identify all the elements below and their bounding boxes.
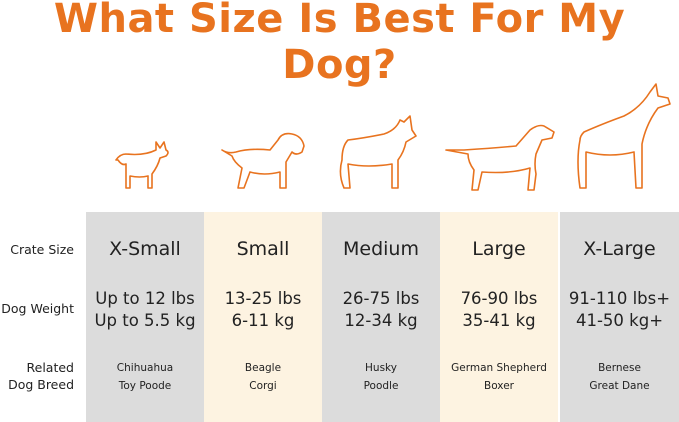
dog-weight: 13-25 lbs 6-11 kg [204,288,322,332]
crate-size: Medium [343,238,419,260]
dog-weight: 76-90 lbs 35-41 kg [440,288,558,332]
label-related: Related [26,360,74,375]
breed: Bernese [598,362,641,374]
shepherd-icon [445,124,555,191]
weight-lbs: 91-110 lbs+ [568,289,671,308]
dog-weight: Up to 12 lbs Up to 5.5 kg [86,288,204,332]
breeds: Husky Poodle [322,359,440,395]
size-column-large: Large 76-90 lbs 35-41 kg German Shepherd B… [440,212,558,422]
label-related-breed: Related Dog Breed [0,359,74,393]
crate-size: Large [472,238,526,260]
breed: Great Dane [589,380,650,392]
crate-size: X-Large [583,238,656,260]
breed: Poodle [363,380,399,392]
breed: Boxer [484,380,514,392]
weight-lbs: 13-25 lbs [224,289,302,308]
breed: Corgi [249,380,277,392]
weight-lbs: 26-75 lbs [342,289,420,308]
weight-kg: 6-11 kg [231,311,295,330]
weight-kg: 12-34 kg [344,311,418,330]
weight-lbs: 76-90 lbs [460,289,538,308]
breed: Beagle [244,362,282,374]
weight-kg: 41-50 kg+ [575,311,664,330]
dog-weight: 26-75 lbs 12-34 kg [322,288,440,332]
page-title: What Size Is Best For My Dog? [53,0,626,88]
crate-size: X-Small [109,238,181,260]
breed: Toy Poode [118,380,172,392]
size-column-x-small: X-Small Up to 12 lbs Up to 5.5 kg Chihuah… [86,212,204,422]
dog-illustrations [115,83,671,191]
great-dane-icon [577,83,671,189]
breed: Chihuahua [116,362,174,374]
breed: Husky [365,362,397,374]
beagle-icon [221,132,305,189]
weight-kg: Up to 5.5 kg [94,311,196,330]
size-column-x-large: X-Large 91-110 lbs+ 41-50 kg+ Bernese Grea… [560,212,679,422]
label-dog-breed: Dog Breed [8,377,74,392]
breed: German Shepherd [451,362,547,374]
breeds: Chihuahua Toy Poode [86,359,204,395]
label-crate-size: Crate Size [10,242,74,257]
label-dog-weight: Dog Weight [1,301,74,316]
weight-lbs: Up to 12 lbs [95,289,195,308]
husky-icon [339,115,417,189]
breeds: German Shepherd Boxer [440,359,558,395]
size-column-medium: Medium 26-75 lbs 12-34 kg Husky Poodle [322,212,440,422]
size-column-small: Small 13-25 lbs 6-11 kg Beagle Corgi [204,212,322,422]
weight-kg: 35-41 kg [462,311,536,330]
chihuahua-icon [115,141,169,189]
breeds: Bernese Great Dane [560,359,679,395]
crate-size: Small [236,238,290,260]
breeds: Beagle Corgi [204,359,322,395]
dog-weight: 91-110 lbs+ 41-50 kg+ [560,288,679,332]
